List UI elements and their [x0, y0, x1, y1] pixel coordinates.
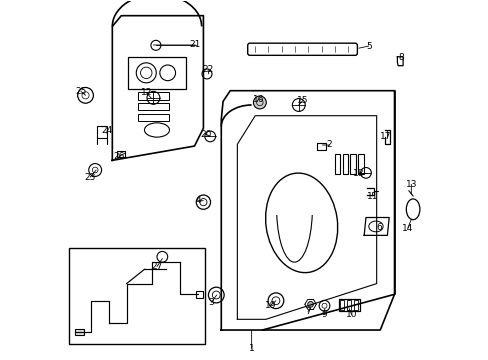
Text: 20: 20 — [200, 130, 211, 139]
Bar — [69, 248, 205, 344]
Bar — [358, 154, 363, 174]
Bar — [75, 329, 84, 335]
Text: 1: 1 — [248, 344, 254, 353]
Text: 7: 7 — [305, 307, 310, 316]
Bar — [346, 300, 350, 310]
Bar — [138, 93, 168, 100]
Circle shape — [307, 301, 313, 307]
Text: 25: 25 — [75, 87, 86, 96]
Text: 4: 4 — [195, 196, 201, 205]
Text: 17: 17 — [379, 132, 390, 141]
Text: 13: 13 — [405, 180, 416, 189]
Text: 27: 27 — [151, 262, 163, 271]
Bar — [353, 300, 358, 310]
Bar — [97, 126, 106, 138]
Text: 12: 12 — [140, 88, 152, 97]
Circle shape — [253, 96, 266, 109]
Bar — [117, 151, 125, 157]
Bar — [138, 114, 168, 121]
Bar — [350, 154, 355, 174]
Text: 3: 3 — [208, 298, 214, 307]
Bar — [196, 291, 203, 297]
Text: 11: 11 — [366, 192, 377, 201]
Text: 6: 6 — [376, 222, 382, 231]
Text: 9: 9 — [320, 310, 326, 319]
Bar — [138, 103, 168, 111]
Text: 14: 14 — [401, 224, 412, 233]
Text: 26: 26 — [113, 152, 124, 161]
Text: 15: 15 — [296, 96, 308, 105]
Text: 10: 10 — [345, 310, 357, 319]
Text: 18: 18 — [352, 169, 364, 178]
Text: 8: 8 — [398, 53, 404, 62]
Text: 24: 24 — [101, 126, 112, 135]
Text: 5: 5 — [365, 41, 371, 50]
Text: 19: 19 — [264, 301, 275, 310]
Bar — [338, 298, 359, 311]
Text: 2: 2 — [326, 140, 332, 149]
Text: 16: 16 — [252, 95, 264, 104]
Text: 22: 22 — [202, 66, 213, 75]
Bar — [316, 143, 325, 150]
Bar — [339, 300, 344, 310]
Text: 23: 23 — [84, 173, 96, 182]
Bar — [334, 154, 339, 174]
Bar — [128, 57, 185, 89]
Bar — [342, 154, 347, 174]
Text: 21: 21 — [189, 40, 201, 49]
